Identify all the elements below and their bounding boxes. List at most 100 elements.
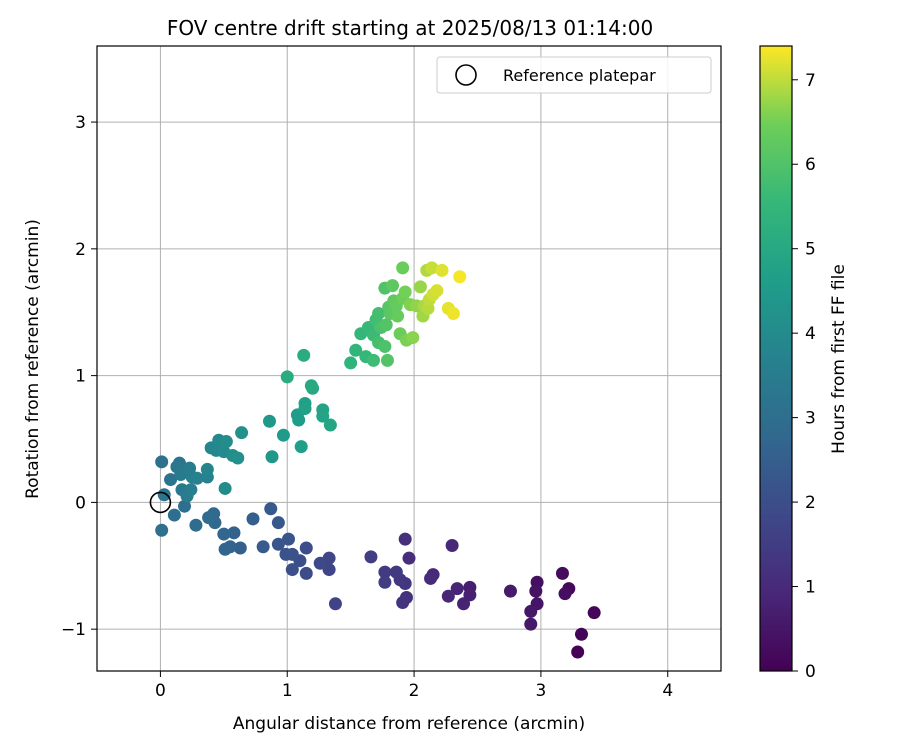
scatter-point: [299, 541, 313, 555]
scatter-point: [292, 413, 306, 427]
scatter-point: [157, 488, 171, 502]
y-tick-label: −1: [61, 620, 86, 640]
colorbar-ticks: 0 1 2 3 4 5 6 7: [792, 71, 816, 682]
colorbar-label: Hours from first FF file: [829, 264, 849, 454]
scatter-point: [364, 550, 378, 564]
scatter-point: [435, 263, 449, 277]
scatter-point: [231, 451, 245, 465]
x-tick-label: 2: [409, 681, 420, 701]
scatter-point: [233, 541, 247, 555]
colorbar-tick-label: 7: [805, 71, 816, 91]
scatter-point: [246, 512, 260, 526]
scatter-point: [235, 426, 249, 440]
scatter-point: [378, 339, 392, 353]
scatter-point: [313, 556, 327, 570]
scatter-point: [306, 381, 320, 395]
scatter-point: [406, 331, 420, 345]
scatter-point: [155, 523, 169, 537]
scatter-point: [446, 306, 460, 320]
plot-frame: [96, 45, 722, 672]
scatter-point: [378, 565, 392, 579]
scatter-point: [190, 471, 204, 485]
legend: Reference platepar: [436, 56, 712, 94]
scatter-point: [378, 575, 392, 589]
scatter-point: [299, 566, 313, 580]
scatter-point: [271, 516, 285, 530]
scatter-point: [256, 540, 270, 554]
scatter-point: [453, 270, 467, 284]
scatter-point: [430, 284, 444, 298]
y-axis-label: Rotation from reference (arcmin): [23, 219, 43, 499]
scatter-point: [155, 455, 169, 469]
scatter-point: [219, 435, 233, 449]
scatter-point: [316, 409, 330, 423]
scatter-point: [202, 511, 216, 525]
colorbar-tick-label: 6: [805, 155, 816, 175]
scatter-point: [558, 587, 572, 601]
scatter-point: [380, 353, 394, 367]
scatter-point: [366, 353, 380, 367]
y-tick-label: 3: [75, 113, 86, 133]
scatter-point: [402, 551, 416, 565]
x-axis-label: Angular distance from reference (arcmin): [233, 714, 585, 734]
axis-ticks: 0 1 2 3 4 −1 0 1 2 3: [61, 113, 673, 701]
scatter-point: [372, 306, 386, 320]
scatter-point: [587, 606, 601, 620]
scatter-point: [457, 597, 471, 611]
scatter-point: [285, 563, 299, 577]
scatter-point: [529, 584, 543, 598]
scatter-point: [298, 402, 312, 416]
scatter-points: [155, 261, 601, 659]
scatter-point: [218, 542, 232, 556]
scatter-point: [450, 582, 464, 596]
scatter-point: [524, 604, 538, 618]
colorbar-tick-label: 3: [805, 409, 816, 429]
scatter-point: [425, 261, 439, 275]
colorbar-tick-label: 2: [805, 493, 816, 513]
scatter-point: [184, 483, 198, 497]
colorbar-tick-label: 4: [805, 324, 816, 344]
legend-box: [436, 56, 712, 94]
scatter-point: [282, 532, 296, 546]
scatter-point: [271, 537, 285, 551]
scatter-point: [413, 280, 427, 294]
x-tick-label: 3: [535, 681, 546, 701]
scatter-point: [217, 527, 231, 541]
y-tick-label: 0: [75, 493, 86, 513]
scatter-point: [424, 571, 438, 585]
scatter-point: [178, 499, 192, 513]
scatter-point: [389, 565, 403, 579]
scatter-point: [200, 462, 214, 476]
scatter-point: [294, 440, 308, 454]
scatter-point: [379, 318, 393, 332]
y-tick-label: 2: [75, 240, 86, 260]
scatter-point: [280, 370, 294, 384]
scatter-point: [227, 526, 241, 540]
scatter-point: [164, 473, 178, 487]
scatter-point: [555, 566, 569, 580]
scatter-point: [396, 596, 410, 610]
scatter-point: [279, 547, 293, 561]
scatter-point: [391, 309, 405, 323]
x-tick-label: 1: [282, 681, 293, 701]
scatter-point: [349, 343, 363, 357]
scatter-point: [218, 481, 232, 495]
scatter-point: [398, 532, 412, 546]
scatter-point: [445, 538, 459, 552]
scatter-point: [574, 627, 588, 641]
scatter-point: [276, 428, 290, 442]
scatter-point: [189, 518, 203, 532]
scatter-point: [503, 584, 517, 598]
scatter-point: [524, 617, 538, 631]
x-tick-label: 0: [155, 681, 166, 701]
chart-title: FOV centre drift starting at 2025/08/13 …: [167, 16, 653, 40]
colorbar: [759, 45, 793, 672]
legend-label: Reference platepar: [503, 66, 656, 85]
scatter-point: [441, 589, 455, 603]
colorbar-tick-label: 1: [805, 578, 816, 598]
legend-open-circle-icon: [455, 64, 477, 86]
scatter-point: [265, 450, 279, 464]
grid: [97, 46, 721, 671]
colorbar-tick-label: 5: [805, 240, 816, 260]
